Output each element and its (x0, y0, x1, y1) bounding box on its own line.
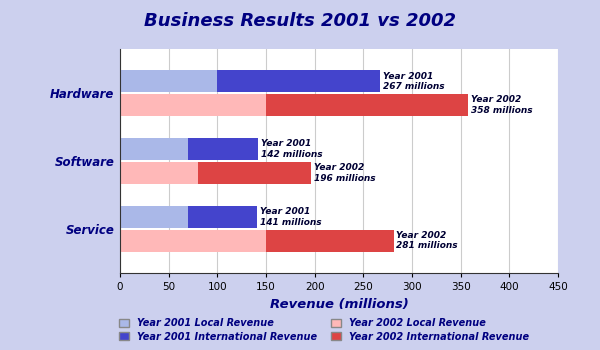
Bar (120, 138, 188, 160)
Bar (120, 162, 198, 184)
Text: Year 2001
267 millions: Year 2001 267 millions (383, 71, 445, 91)
Text: Year 2001
141 millions: Year 2001 141 millions (260, 207, 322, 227)
Bar (120, 206, 188, 228)
Bar (266, 94, 469, 116)
X-axis label: Revenue (millions): Revenue (millions) (269, 298, 409, 310)
Legend: Year 2001 Local Revenue, Year 2001 International Revenue, Year 2002 Local Revenu: Year 2001 Local Revenue, Year 2001 Inter… (115, 314, 533, 345)
Text: Year 2001
142 millions: Year 2001 142 millions (261, 139, 323, 159)
Text: Year 2002
281 millions: Year 2002 281 millions (397, 231, 458, 251)
Text: Year 2002
358 millions: Year 2002 358 millions (472, 95, 533, 115)
Bar (120, 230, 266, 252)
Bar (217, 70, 380, 92)
Bar (198, 162, 311, 184)
Text: Year 2002
196 millions: Year 2002 196 millions (314, 163, 376, 183)
Text: Business Results 2001 vs 2002: Business Results 2001 vs 2002 (144, 12, 456, 30)
Bar (188, 138, 258, 160)
Bar (120, 94, 266, 116)
Bar (120, 70, 217, 92)
Bar (188, 206, 257, 228)
Bar (266, 230, 394, 252)
